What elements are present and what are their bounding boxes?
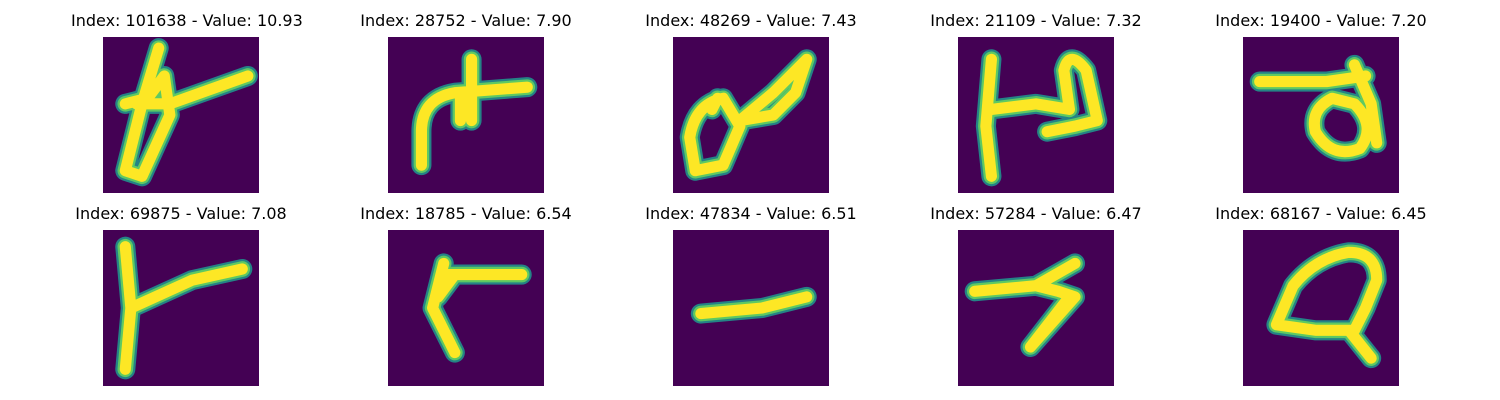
digit-image <box>958 230 1114 386</box>
panel-title: Index: 47834 - Value: 6.51 <box>645 204 857 223</box>
panel-title: Index: 101638 - Value: 10.93 <box>71 11 303 30</box>
glyph-stroke <box>695 291 813 320</box>
digit-image <box>673 230 829 386</box>
panel-title: Index: 48269 - Value: 7.43 <box>645 11 857 30</box>
glyph-stroke <box>969 257 1081 353</box>
glyph-stroke <box>415 53 533 171</box>
glyph-image <box>958 37 1114 193</box>
panel-title: Index: 21109 - Value: 7.32 <box>930 11 1142 30</box>
glyph-stroke <box>684 53 813 177</box>
panel-title: Index: 28752 - Value: 7.90 <box>360 11 572 30</box>
glyph-image <box>103 37 259 193</box>
glyph-image <box>388 37 544 193</box>
digit-image <box>388 230 544 386</box>
digit-image <box>673 37 829 193</box>
glyph-image <box>1243 230 1399 386</box>
digit-image <box>1243 37 1399 193</box>
glyph-image <box>673 37 829 193</box>
digit-image <box>388 37 544 193</box>
glyph-image <box>673 230 829 386</box>
glyph-stroke <box>427 257 528 359</box>
glyph-image <box>958 230 1114 386</box>
digit-image <box>103 37 259 193</box>
panel-title: Index: 69875 - Value: 7.08 <box>75 204 287 223</box>
glyph-stroke <box>1270 246 1383 364</box>
panel-title: Index: 19400 - Value: 7.20 <box>1215 11 1427 30</box>
digit-image <box>103 230 259 386</box>
glyph-image <box>388 230 544 386</box>
glyph-stroke <box>119 241 248 375</box>
glyph-stroke <box>980 53 1103 182</box>
digit-image <box>1243 230 1399 386</box>
digit-image <box>958 37 1114 193</box>
panel-title: Index: 68167 - Value: 6.45 <box>1215 204 1427 223</box>
glyph-image <box>1243 37 1399 193</box>
panel-title: Index: 57284 - Value: 6.47 <box>930 204 1142 223</box>
glyph-image <box>103 230 259 386</box>
glyph-stroke <box>1254 59 1383 158</box>
glyph-stroke <box>119 42 254 182</box>
panel-title: Index: 18785 - Value: 6.54 <box>360 204 572 223</box>
